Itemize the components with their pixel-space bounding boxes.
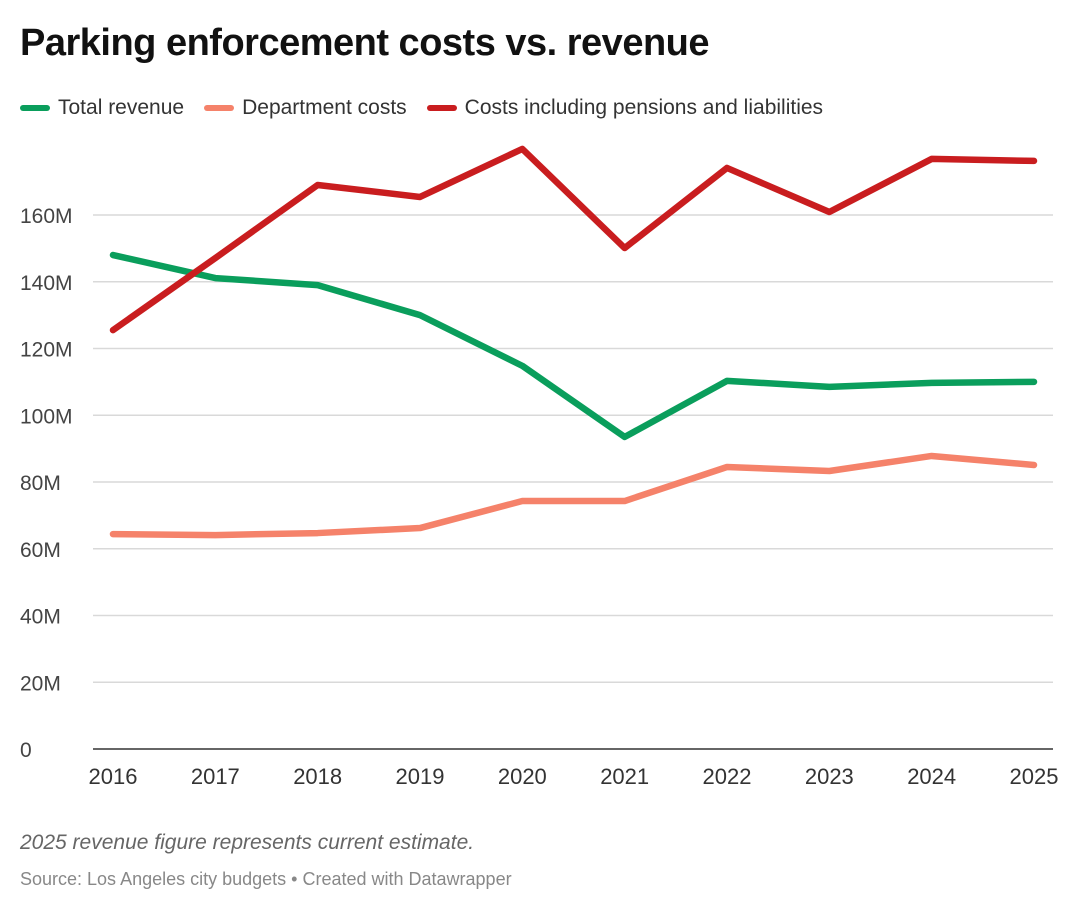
footnote: 2025 revenue figure represents current e…	[20, 831, 475, 854]
legend-swatch	[426, 105, 457, 111]
legend-item-total-costs: Costs including pensions and liabilities	[426, 96, 824, 120]
x-tick-label: 2024	[907, 764, 956, 789]
x-tick-label: 2020	[498, 764, 547, 789]
legend-swatch	[20, 105, 50, 111]
x-tick-label: 2019	[396, 764, 445, 789]
y-tick-label: 120M	[20, 339, 73, 362]
y-tick-label: 20M	[20, 672, 61, 695]
legend-label: Costs including pensions and liabilities	[464, 96, 824, 119]
y-tick-label: 160M	[20, 205, 73, 228]
y-tick-label: 40M	[20, 606, 61, 629]
legend-label: Department costs	[242, 96, 407, 119]
legend-swatch	[204, 105, 235, 111]
x-tick-label: 2017	[191, 764, 240, 789]
x-tick-label: 2018	[293, 764, 342, 789]
series-line-0	[109, 251, 1038, 441]
legend-label: Total revenue	[58, 96, 185, 119]
y-tick-label: 0	[20, 739, 32, 762]
series-line-2	[109, 145, 1038, 334]
x-tick-label: 2025	[1010, 764, 1059, 789]
legend-item-dept-costs: Department costs	[204, 96, 407, 120]
y-tick-label: 80M	[20, 472, 61, 495]
x-tick-label: 2021	[600, 764, 649, 789]
x-tick-label: 2023	[805, 764, 854, 789]
series-line-1	[109, 452, 1038, 539]
y-tick-label: 60M	[20, 539, 61, 562]
y-tick-label: 140M	[20, 272, 73, 295]
legend-item-revenue: Total revenue	[20, 96, 184, 120]
legend: Total revenue Department costs Costs inc…	[20, 96, 823, 120]
y-tick-label: 100M	[20, 405, 73, 428]
x-tick-label: 2016	[89, 764, 138, 789]
source-line: Source: Los Angeles city budgets • Creat…	[20, 869, 512, 889]
x-tick-label: 2022	[703, 764, 752, 789]
chart-title: Parking enforcement costs vs. revenue	[20, 22, 710, 64]
